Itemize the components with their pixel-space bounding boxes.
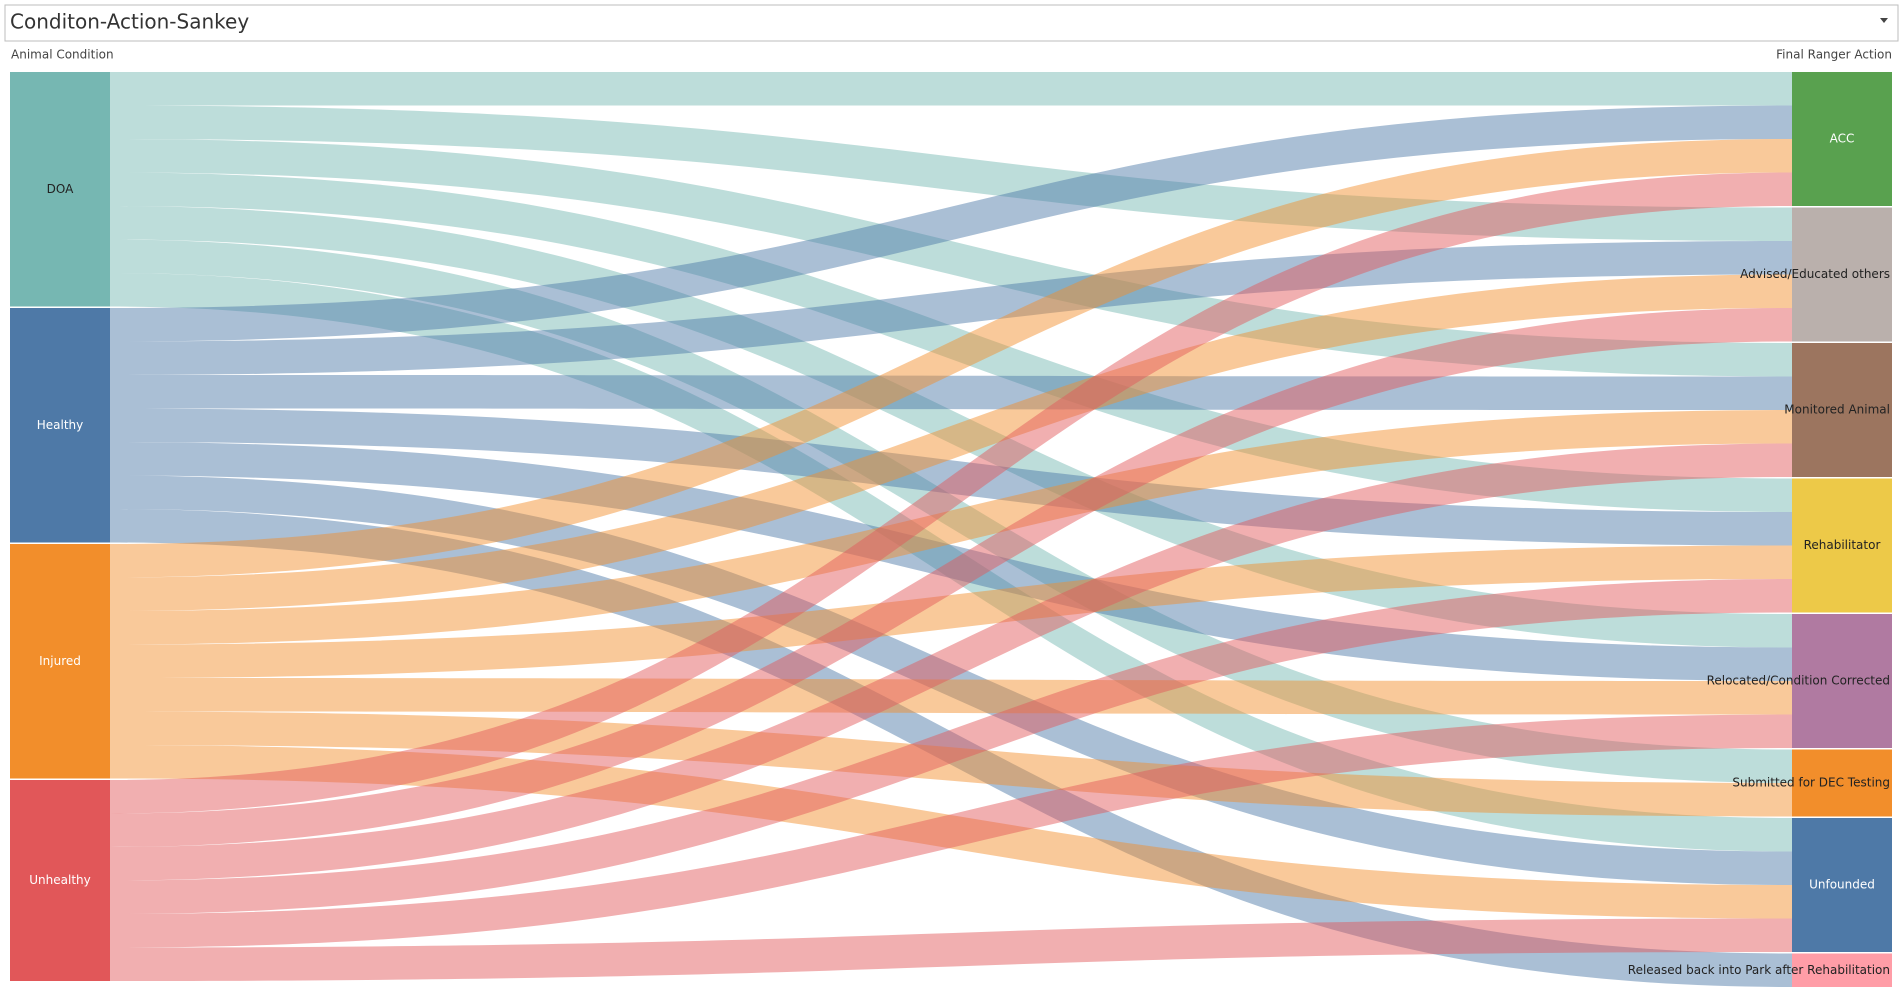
source-node [10,72,110,307]
flow-link [110,745,1792,919]
target-node [1792,953,1892,987]
flow-link [110,239,1792,783]
flow-link [110,308,1792,847]
flow-link [110,678,1792,715]
target-node [1792,478,1892,613]
flow-link [110,206,1792,648]
flow-link [110,72,1792,106]
target-label: Advised/Educated others [1740,267,1890,281]
target-node [1792,72,1892,206]
flow-link [110,711,1792,817]
target-node [1792,207,1892,342]
target-node [1792,614,1892,748]
target-label: Submitted for DEC Testing [1732,776,1890,790]
source-node [10,544,110,779]
target-label: ACC [1830,132,1855,146]
target-label: Relocated/Condition Corrected [1707,674,1890,688]
target-node [1792,818,1892,952]
source-label: Injured [39,654,81,668]
flow-link [110,375,1792,410]
chart-title: Conditon-Action-Sankey [10,10,249,34]
source-label: DOA [47,182,74,196]
source-node [10,308,110,543]
flow-link [110,579,1792,914]
flow-link [110,172,1792,814]
flow-link [110,918,1792,981]
title-dropdown[interactable] [4,4,1899,42]
source-node [10,780,110,981]
flow-link [110,443,1792,881]
target-label: Monitored Animal [1784,403,1890,417]
target-label: Rehabilitator [1804,538,1881,552]
flow-link [110,509,1792,987]
flow-link [110,139,1792,377]
flow-link [110,714,1792,948]
flow-link [110,105,1792,342]
flow-link [110,273,1792,852]
flow-link [110,274,1792,611]
flow-link [110,408,1792,546]
flow-link [110,241,1792,375]
flow-link [110,545,1792,678]
target-node [1792,343,1892,477]
target-label: Released back into Park after Rehabilita… [1628,963,1890,977]
dropdown-arrow[interactable] [1880,18,1888,23]
source-label: Healthy [37,418,84,432]
target-label: Unfounded [1809,878,1875,892]
left-axis-label: Animal Condition [11,48,114,62]
target-node [1792,749,1892,817]
source-label: Unhealthy [29,873,90,887]
flow-link [110,442,1792,681]
right-axis-label: Final Ranger Action [1776,48,1892,62]
flow-link [110,172,1792,512]
flow-link [110,475,1792,885]
flow-link [110,105,1792,241]
flow-link [110,139,1792,578]
flow-link [110,410,1792,645]
